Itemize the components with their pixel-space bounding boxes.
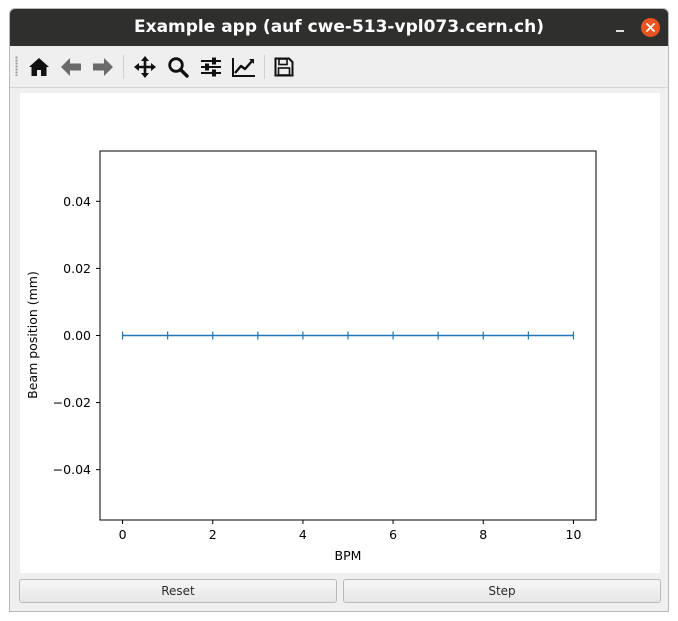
home-icon (29, 58, 49, 76)
line-chart: 0 2 4 6 8 10 0.04 0.02 0.00 −0.02 −0.04 BPM Beam … (25, 150, 597, 563)
back-arrow-icon (61, 58, 81, 76)
forward-arrow-icon (93, 58, 113, 76)
minimize-button[interactable] (610, 17, 630, 37)
x-tick-label: 8 (479, 527, 487, 542)
subplots-button[interactable] (198, 54, 224, 80)
plot-canvas[interactable]: 0 2 4 6 8 10 0.04 0.02 0.00 −0.02 −0.04 BPM Beam … (20, 93, 660, 573)
reset-button[interactable]: Reset (19, 579, 337, 603)
pan-icon (134, 56, 156, 78)
back-button[interactable] (58, 54, 84, 80)
x-tick-label: 4 (299, 527, 307, 542)
pan-button[interactable] (132, 54, 158, 80)
subplots-icon (201, 57, 221, 77)
y-tick-label: 0.04 (63, 194, 91, 209)
window-title: Example app (auf cwe-513-vpl073.cern.ch) (133, 17, 545, 37)
axes-edit-icon (232, 58, 255, 77)
toolbar-grip[interactable] (15, 56, 18, 76)
app-window: Example app (auf cwe-513-vpl073.cern.ch) (9, 8, 669, 612)
x-tick-label: 6 (389, 527, 397, 542)
edit-axes-button[interactable] (231, 54, 257, 80)
zoom-icon (168, 57, 189, 78)
x-axis-label: BPM (335, 548, 362, 563)
close-button[interactable] (641, 18, 660, 37)
x-tick-label: 2 (209, 527, 217, 542)
y-tick-label: 0.00 (63, 328, 91, 343)
home-button[interactable] (26, 54, 52, 80)
y-axis-label: Beam position (mm) (25, 271, 40, 399)
toolbar-separator (264, 55, 265, 79)
navigation-toolbar (10, 46, 668, 88)
zoom-button[interactable] (165, 54, 191, 80)
y-tick-label: −0.04 (53, 462, 91, 477)
close-icon (646, 23, 655, 32)
y-tick-label: −0.02 (53, 395, 91, 410)
forward-button[interactable] (90, 54, 116, 80)
title-bar[interactable]: Example app (auf cwe-513-vpl073.cern.ch) (10, 9, 668, 46)
y-tick-label: 0.02 (63, 261, 91, 276)
save-icon (274, 57, 294, 77)
save-button[interactable] (271, 54, 297, 80)
toolbar-separator (123, 55, 124, 79)
step-button[interactable]: Step (343, 579, 661, 603)
x-tick-label: 10 (566, 527, 582, 542)
x-tick-label: 0 (119, 527, 127, 542)
